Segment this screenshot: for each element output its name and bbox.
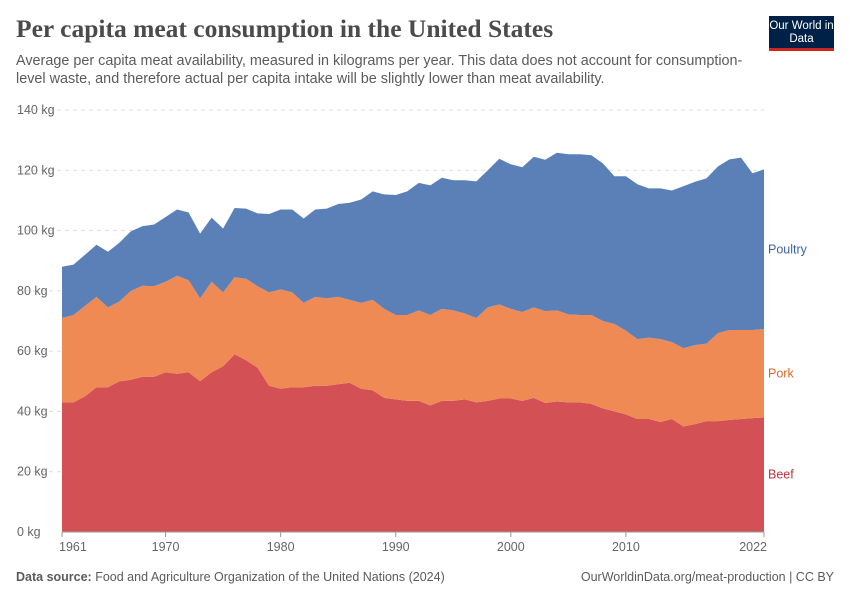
x-tick-label: 1990: [382, 540, 410, 554]
x-tick-label: 2000: [497, 540, 525, 554]
x-tick-label: 2022: [739, 540, 767, 554]
y-tick-label: 0 kg: [17, 525, 41, 539]
chart-subtitle: Average per capita meat availability, me…: [16, 53, 743, 87]
chart-title: Per capita meat consumption in the Unite…: [16, 14, 554, 43]
data-source-text: Food and Agriculture Organization of the…: [95, 570, 445, 584]
y-tick-label: 140 kg: [17, 103, 55, 117]
area-pork[interactable]: [62, 275, 764, 427]
x-tick-label: 1980: [267, 540, 295, 554]
series-label-poultry: Poultry: [768, 242, 808, 256]
credit-link[interactable]: OurWorldinData.org/meat-production | CC …: [580, 570, 834, 584]
data-source-label: Data source:: [16, 570, 92, 584]
area-poultry[interactable]: [62, 152, 764, 349]
x-tick-label: 2010: [612, 540, 640, 554]
data-source: Data source: Food and Agriculture Organi…: [16, 570, 445, 584]
y-tick-label: 100 kg: [17, 224, 55, 238]
series-label-pork: Pork: [768, 366, 794, 380]
series-label-beef: Beef: [768, 468, 794, 482]
area-beef[interactable]: [62, 354, 764, 532]
y-tick-label: 60 kg: [17, 344, 48, 358]
y-tick-label: 80 kg: [17, 284, 48, 298]
y-tick-label: 120 kg: [17, 163, 55, 177]
x-tick-label: 1970: [152, 540, 180, 554]
owid-logo[interactable]: Our World in Data: [769, 16, 834, 51]
x-tick-label: 1961: [59, 540, 87, 554]
y-tick-label: 40 kg: [17, 404, 48, 418]
y-tick-label: 20 kg: [17, 465, 48, 479]
